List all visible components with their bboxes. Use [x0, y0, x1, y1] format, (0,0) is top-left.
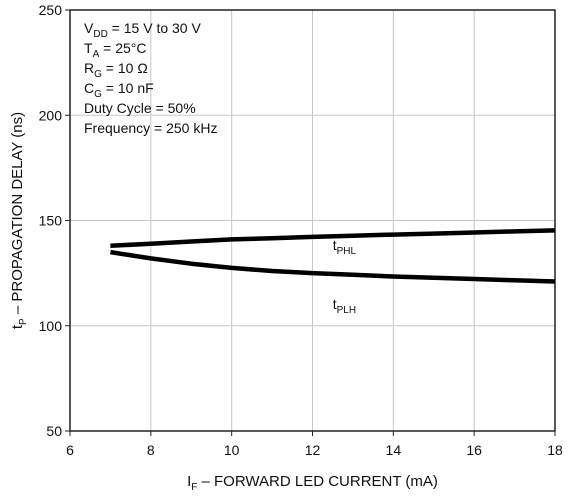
x-axis-label: IF – FORWARD LED CURRENT (mA) [187, 473, 438, 493]
series-line-phl [110, 228, 556, 249]
condition-line: Duty Cycle = 50% [84, 100, 196, 116]
series-line-plh [110, 249, 556, 284]
x-tick-label: 6 [66, 442, 74, 458]
test-conditions-annotation: VDD = 15 V to 30 VTA = 25°CRG = 10 ΩCG =… [84, 20, 217, 136]
x-tick-label: 18 [547, 442, 563, 458]
x-tick-label: 14 [386, 442, 402, 458]
y-tick-label: 100 [39, 318, 63, 334]
x-tick-label: 16 [466, 442, 482, 458]
y-tick-label: 150 [39, 213, 63, 229]
condition-line: RG = 10 Ω [84, 60, 148, 80]
condition-line: VDD = 15 V to 30 V [84, 20, 201, 40]
y-axis-label: tP – PROPAGATION DELAY (ns) [9, 112, 29, 329]
x-tick-labels: 6 8 10 12 14 16 18 [66, 431, 563, 458]
x-tick-label: 10 [224, 442, 240, 458]
condition-line: TA = 25°C [84, 40, 146, 60]
x-tick-label: 8 [147, 442, 155, 458]
condition-line: CG = 10 nF [84, 80, 154, 100]
condition-line: Frequency = 250 kHz [84, 120, 217, 136]
series-label-plh: tPLH [333, 296, 356, 316]
series-label-phl: tPHL [333, 237, 357, 257]
y-tick-label: 250 [39, 2, 63, 18]
series-lines [110, 228, 556, 284]
y-tick-label: 200 [39, 107, 63, 123]
x-tick-label: 12 [305, 442, 321, 458]
y-tick-labels: 50 100 150 200 250 [39, 2, 70, 439]
y-tick-label: 50 [46, 423, 62, 439]
series-labels: tPHL tPLH [333, 237, 357, 316]
